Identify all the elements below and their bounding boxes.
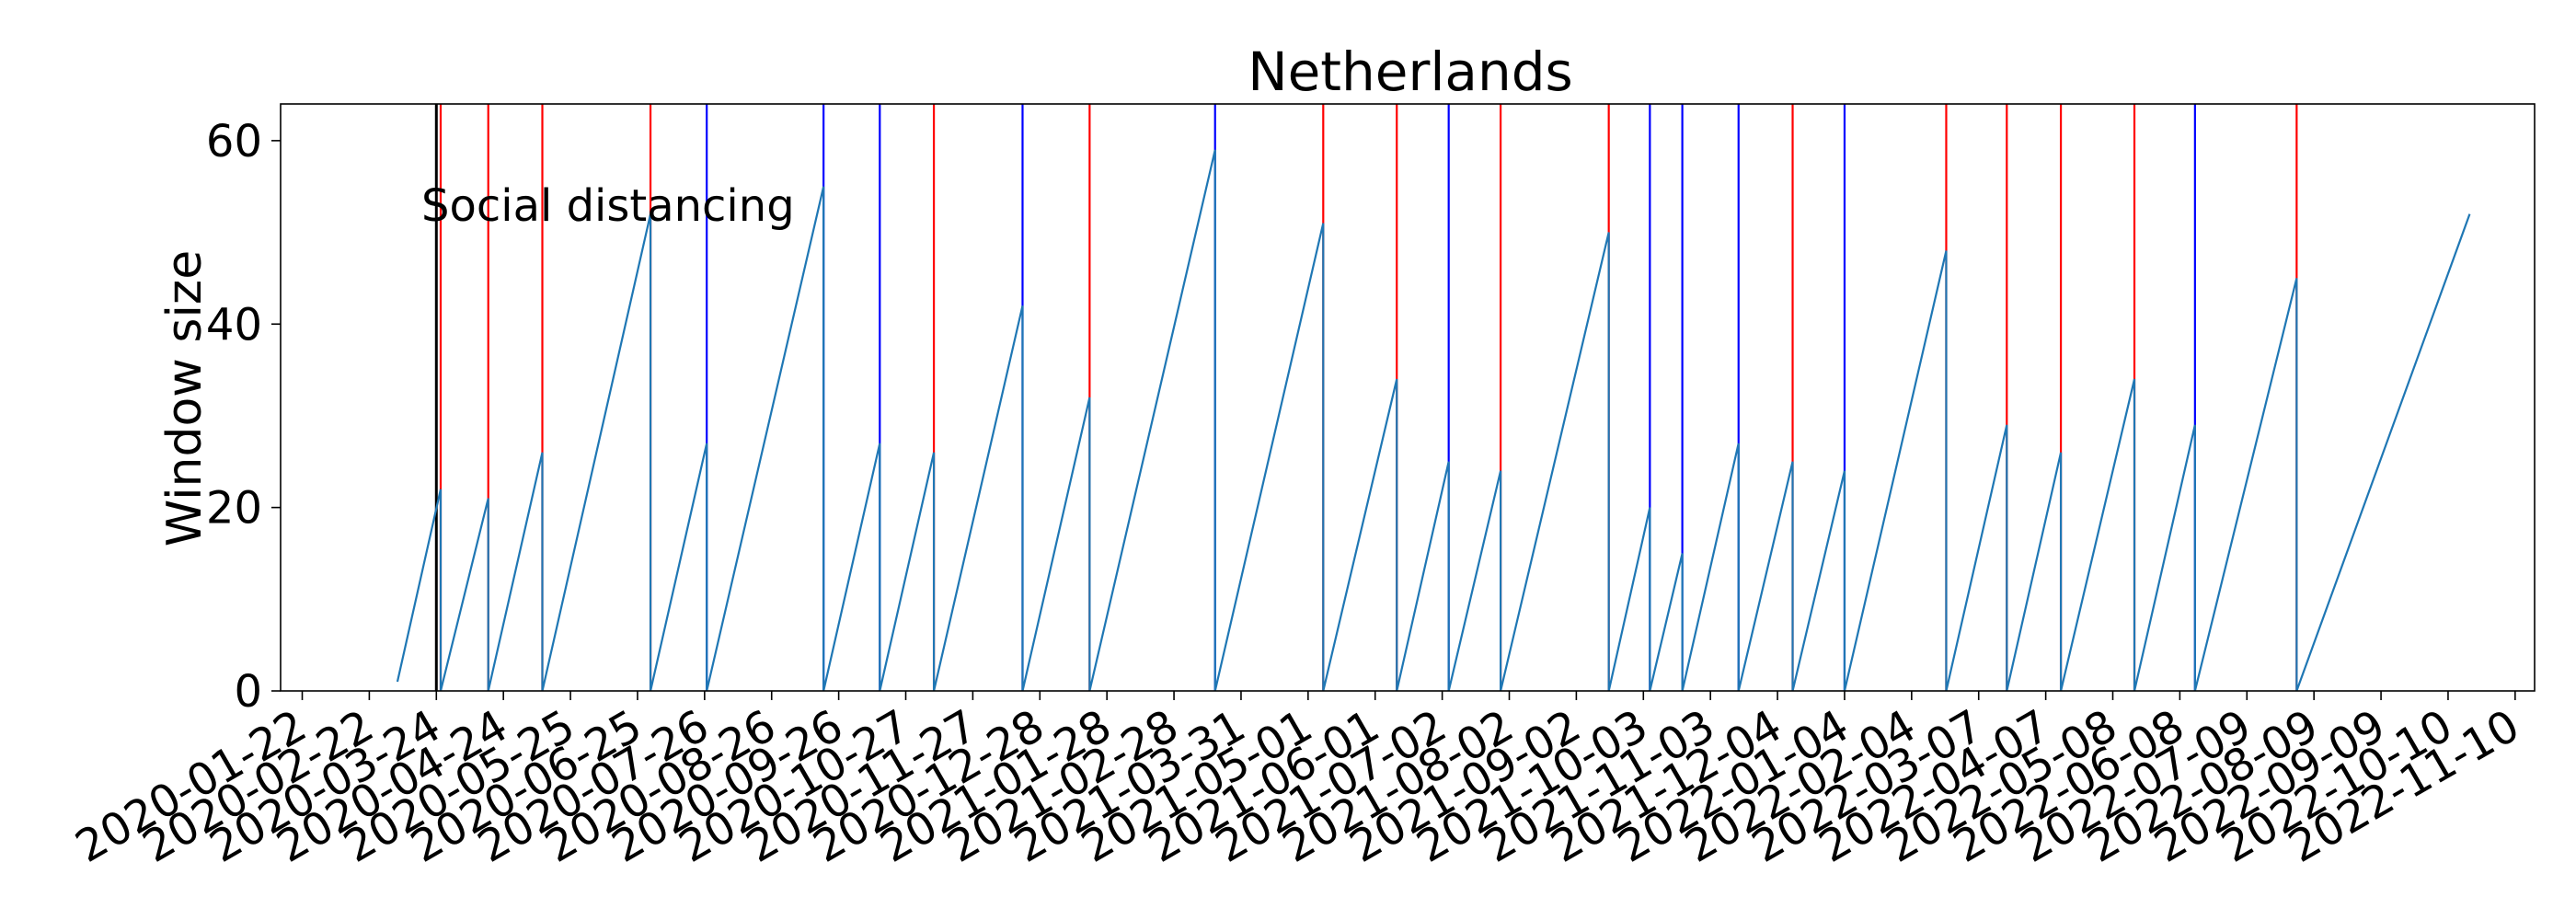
annotation-layer: Social distancing (421, 180, 795, 232)
social-distancing-annotation: Social distancing (421, 180, 795, 232)
chart-title: Netherlands (1248, 40, 1573, 103)
y-tick-label: 40 (206, 299, 262, 351)
y-tick-label: 0 (234, 666, 262, 718)
x-axis-ticks: 2020-01-222020-02-222020-03-242020-04-24… (67, 691, 2528, 873)
y-axis-label: Window size (157, 250, 213, 546)
y-axis-ticks: 0 20 40 60 (206, 116, 281, 718)
window-size-series-line (396, 149, 2471, 692)
plot-area-frame (280, 103, 2536, 692)
y-tick-label: 20 (206, 483, 262, 535)
y-tick-label: 60 (206, 116, 262, 167)
series-layer (396, 149, 2471, 692)
